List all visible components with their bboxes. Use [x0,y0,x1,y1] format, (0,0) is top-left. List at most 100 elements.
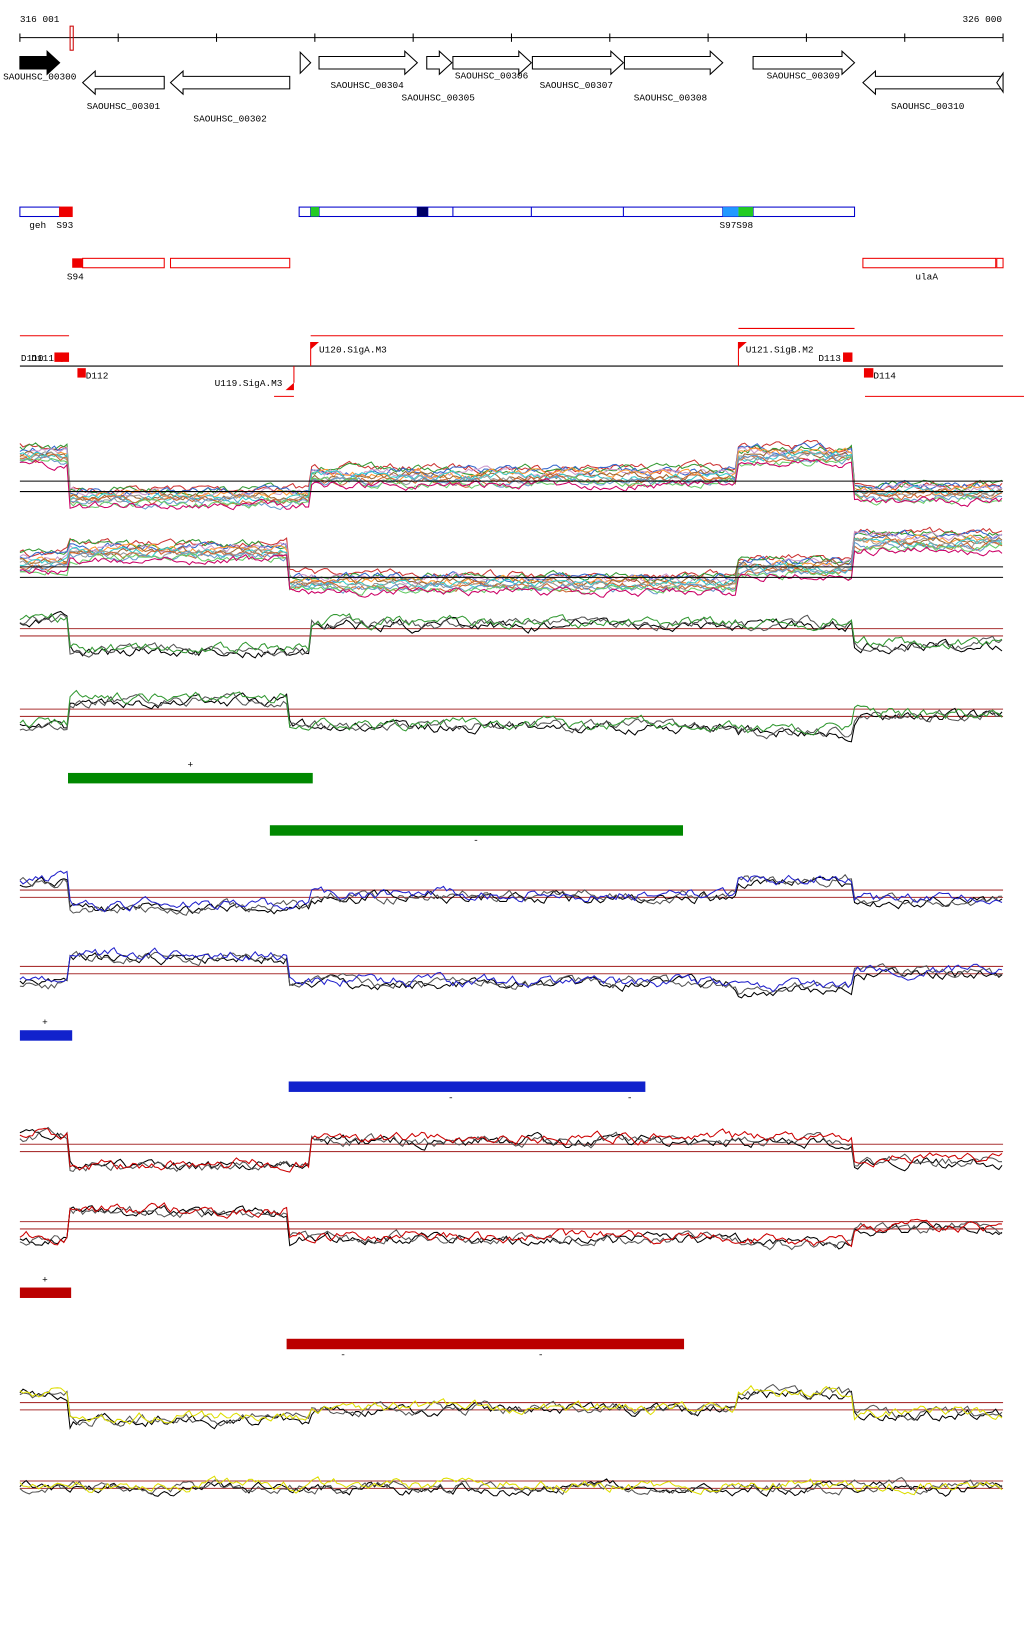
site-flag [310,342,320,350]
strand-bar [19,1030,73,1041]
signal-line [19,1388,1003,1430]
signal-line [19,458,1003,511]
box [59,206,73,218]
signal-line [19,610,1003,659]
strand-mark: - [627,1092,633,1103]
site-label: D114 [873,371,896,382]
box [862,257,997,269]
feature-label: geh [29,220,46,231]
signal-line [19,1383,1003,1427]
site-label: D113 [818,353,841,364]
signal-line [19,529,1003,586]
signal-line [19,876,1003,915]
signal-line [19,691,1003,740]
signal-line [19,1202,1003,1248]
feature-label: ulaA [915,271,938,282]
feature-label: S98 [736,220,753,231]
box [863,368,874,378]
box [54,352,63,362]
signal-line [19,539,1003,595]
gene-label: SAOUHSC_00310 [891,101,965,112]
gene-arrow [996,71,1004,94]
box [417,207,428,217]
box [169,257,291,269]
signal-line [19,1475,1003,1496]
gene-arrow [169,69,291,96]
box [843,352,853,362]
feature-label: S97 [720,220,737,231]
signal-line [19,546,1003,598]
signal-line [19,541,1003,596]
signal-line [19,1384,1003,1425]
feature-label: S94 [67,271,84,282]
strand-mark: + [188,760,194,771]
signal-line [19,946,1003,993]
strand-mark: + [42,1274,48,1285]
gene-arrow [81,69,165,96]
box [82,257,165,269]
signal-line [19,1204,1003,1250]
signal-line [19,950,1003,995]
box [19,206,61,218]
gene-arrow [752,50,856,76]
signal-line [19,612,1003,654]
site-label: D111 [31,353,54,364]
strand-bar [286,1338,685,1350]
feature-label: S93 [56,220,73,231]
gene-label: SAOUHSC_00304 [330,80,404,91]
strand-mark: - [473,835,479,846]
site-label: U119.SigA.M3 [215,378,283,389]
coord-start: 316 001 [20,14,60,25]
gene-arrow [623,50,724,76]
gene-label: SAOUHSC_00300 [3,71,77,82]
gene-label: SAOUHSC_00306 [455,70,529,81]
signal-line [19,952,1003,999]
box [738,207,754,217]
gene-label: SAOUHSC_00305 [402,92,476,103]
signal-line [19,448,1003,503]
site-label: D110 [21,353,44,364]
box [310,207,320,217]
strand-bar [19,1287,72,1298]
gene-arrow [299,51,312,75]
signal-line [19,870,1003,913]
signal-line [19,1478,1003,1497]
signal-line [19,1127,1003,1173]
gene-arrow [19,50,61,76]
signal-line [19,526,1003,582]
signal-line [19,1476,1003,1496]
strand-mark: - [340,1350,346,1361]
coord-end: 326 000 [962,14,1002,25]
signal-line [19,534,1003,588]
site-label: D112 [86,371,109,382]
gene-label: SAOUHSC_00302 [193,113,266,124]
signal-line [19,454,1003,507]
gene-label: SAOUHSC_00308 [634,92,708,103]
strand-bar [68,772,313,784]
gene-label: SAOUHSC_00301 [87,101,161,112]
box [77,368,86,378]
signal-line [19,689,1003,736]
strand-mark: - [538,1350,544,1361]
strand-mark: + [42,1017,48,1028]
box [722,207,739,217]
gene-arrow [318,50,419,76]
strand-bar [269,825,684,836]
signal-line [19,1126,1003,1173]
gene-arrow [426,50,453,76]
gene-arrow [452,50,533,76]
gene-arrow [531,50,625,76]
site-label: U121.SigB.M2 [746,344,814,355]
box [72,258,83,268]
strand-bar [288,1081,646,1092]
box [298,206,856,218]
gene-label: SAOUHSC_00307 [540,80,613,91]
box [996,257,1004,269]
cursor [69,25,74,51]
strand-mark: - [448,1092,454,1103]
gene-arrow [862,69,1003,96]
site-label: U120.SigA.M3 [319,344,387,355]
site-flag [285,382,294,391]
gene-label: SAOUHSC_00309 [767,70,840,81]
